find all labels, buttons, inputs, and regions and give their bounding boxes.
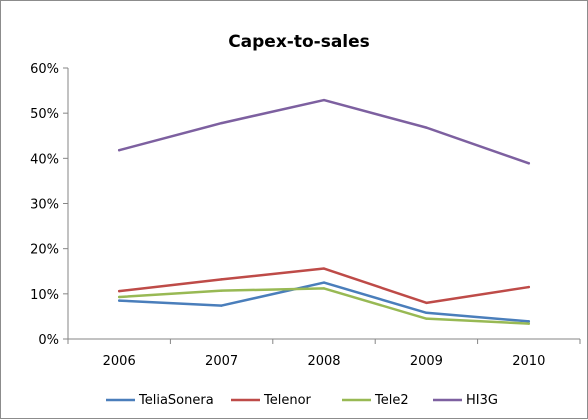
x-tick-label: 2010: [512, 354, 545, 369]
y-tick-label: 60%: [30, 62, 59, 77]
data-point-tele2: [118, 295, 121, 299]
series-line-tele2: [117, 287, 531, 325]
data-point-teliasonera: [527, 320, 530, 323]
data-point-hi3g: [425, 126, 428, 129]
data-point-tele2: [220, 289, 223, 292]
data-point-tele2: [322, 287, 326, 290]
data-point-telenor: [118, 289, 121, 293]
data-point-teliasonera: [118, 299, 121, 302]
legend-label-hi3g: HI3G: [466, 393, 498, 408]
y-tick-label: 10%: [30, 288, 59, 303]
y-tick-label: 0%: [38, 333, 59, 348]
data-point-telenor: [322, 267, 326, 270]
data-point-hi3g: [527, 162, 530, 165]
series-line-hi3g: [117, 98, 531, 165]
data-point-hi3g: [220, 121, 223, 125]
legend: TeliaSonera Telenor Tele2 HI3G: [106, 393, 498, 408]
data-point-teliasonera: [425, 311, 428, 315]
chart-title: Capex-to-sales: [228, 32, 370, 52]
legend-label-teliasonera: TeliaSonera: [138, 393, 214, 408]
y-tick-label: 20%: [30, 243, 59, 258]
legend-label-tele2: Tele2: [374, 393, 409, 408]
data-point-hi3g: [118, 149, 121, 152]
y-tick-label: 40%: [30, 152, 59, 167]
x-tick-label: 2009: [410, 354, 443, 369]
data-point-hi3g: [322, 98, 326, 102]
data-point-telenor: [220, 278, 223, 281]
data-point-teliasonera: [220, 304, 223, 307]
x-tick-label: 2007: [205, 354, 238, 369]
data-point-telenor: [527, 285, 530, 289]
y-tick-label: 30%: [30, 198, 59, 213]
legend-label-telenor: Telenor: [263, 393, 312, 408]
y-tick-label: 50%: [30, 107, 59, 122]
plot-area: 0% 10% 20% 30% 40% 50% 60% 2006 2007 2008 2009 2010: [30, 62, 581, 369]
data-point-tele2: [425, 317, 428, 320]
data-point-tele2: [527, 322, 530, 325]
x-tick-label: 2008: [307, 354, 340, 369]
x-tick-label: 2006: [103, 354, 136, 369]
series-line-telenor: [117, 267, 531, 305]
data-point-teliasonera: [322, 281, 326, 284]
data-point-telenor: [425, 301, 428, 305]
